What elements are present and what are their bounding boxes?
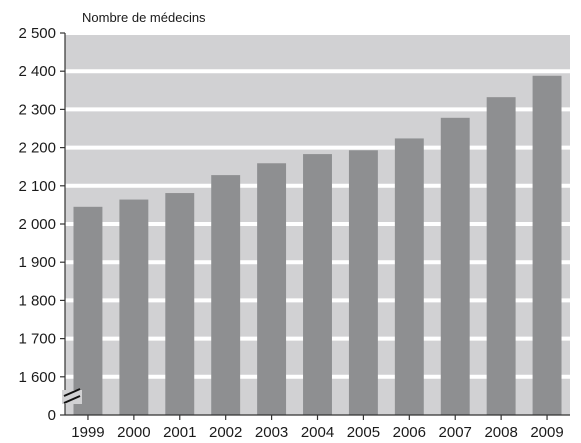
y-tick-label: 2 500: [18, 25, 56, 42]
bar-2004: [303, 154, 332, 415]
break-stroke: [63, 395, 81, 404]
y-tick-label: 1 900: [18, 254, 56, 271]
y-tick-label: 0: [48, 407, 56, 424]
break-stroke: [63, 388, 81, 397]
y-tick-label: 1 700: [18, 331, 56, 348]
x-tick-label: 2002: [209, 424, 242, 441]
x-tick-label: 2003: [255, 424, 288, 441]
bar-2005: [348, 150, 378, 416]
axis-break-mark: [62, 388, 82, 404]
bar-1999: [73, 206, 103, 415]
x-tick-label: 1999: [71, 424, 104, 441]
x-tick-label: 2000: [117, 424, 150, 441]
bars: [73, 75, 562, 416]
bar-2006: [394, 138, 424, 415]
x-tick-labels: 1999 2000 2001 2002 2003 2004 2005 2006 2007 2008…: [71, 424, 563, 441]
bar-2001: [165, 193, 195, 415]
bar-2000: [119, 199, 149, 415]
y-tick-label: 2 100: [18, 178, 56, 195]
y-tick-label: 2 300: [18, 101, 56, 118]
y-tick-label: 1 600: [18, 369, 56, 386]
y-tick-label: 2 000: [18, 216, 56, 233]
x-tick-label: 2001: [163, 424, 196, 441]
x-tick-label: 2006: [393, 424, 426, 441]
bar-2002: [211, 175, 241, 415]
x-tick-label: 2009: [530, 424, 563, 441]
y-tick-label: 2 400: [18, 63, 56, 80]
bar-2003: [257, 163, 287, 415]
y-axis-label: Nombre de médecins: [82, 10, 206, 25]
x-tick-label: 2008: [484, 424, 517, 441]
y-tick-label: 1 800: [18, 292, 56, 309]
y-tick-labels: 2 500 2 400 2 300 2 200 2 100 2 000 1 900 1 800…: [18, 25, 56, 424]
x-tick-label: 2005: [347, 424, 380, 441]
bar-2007: [440, 117, 470, 415]
x-tick-label: 2004: [301, 424, 334, 441]
bar-2009: [532, 75, 562, 415]
axes: [60, 32, 570, 420]
bar-2008: [486, 97, 516, 416]
x-tick-label: 2007: [439, 424, 472, 441]
y-tick-label: 2 200: [18, 140, 56, 157]
break-gap: [62, 390, 82, 404]
